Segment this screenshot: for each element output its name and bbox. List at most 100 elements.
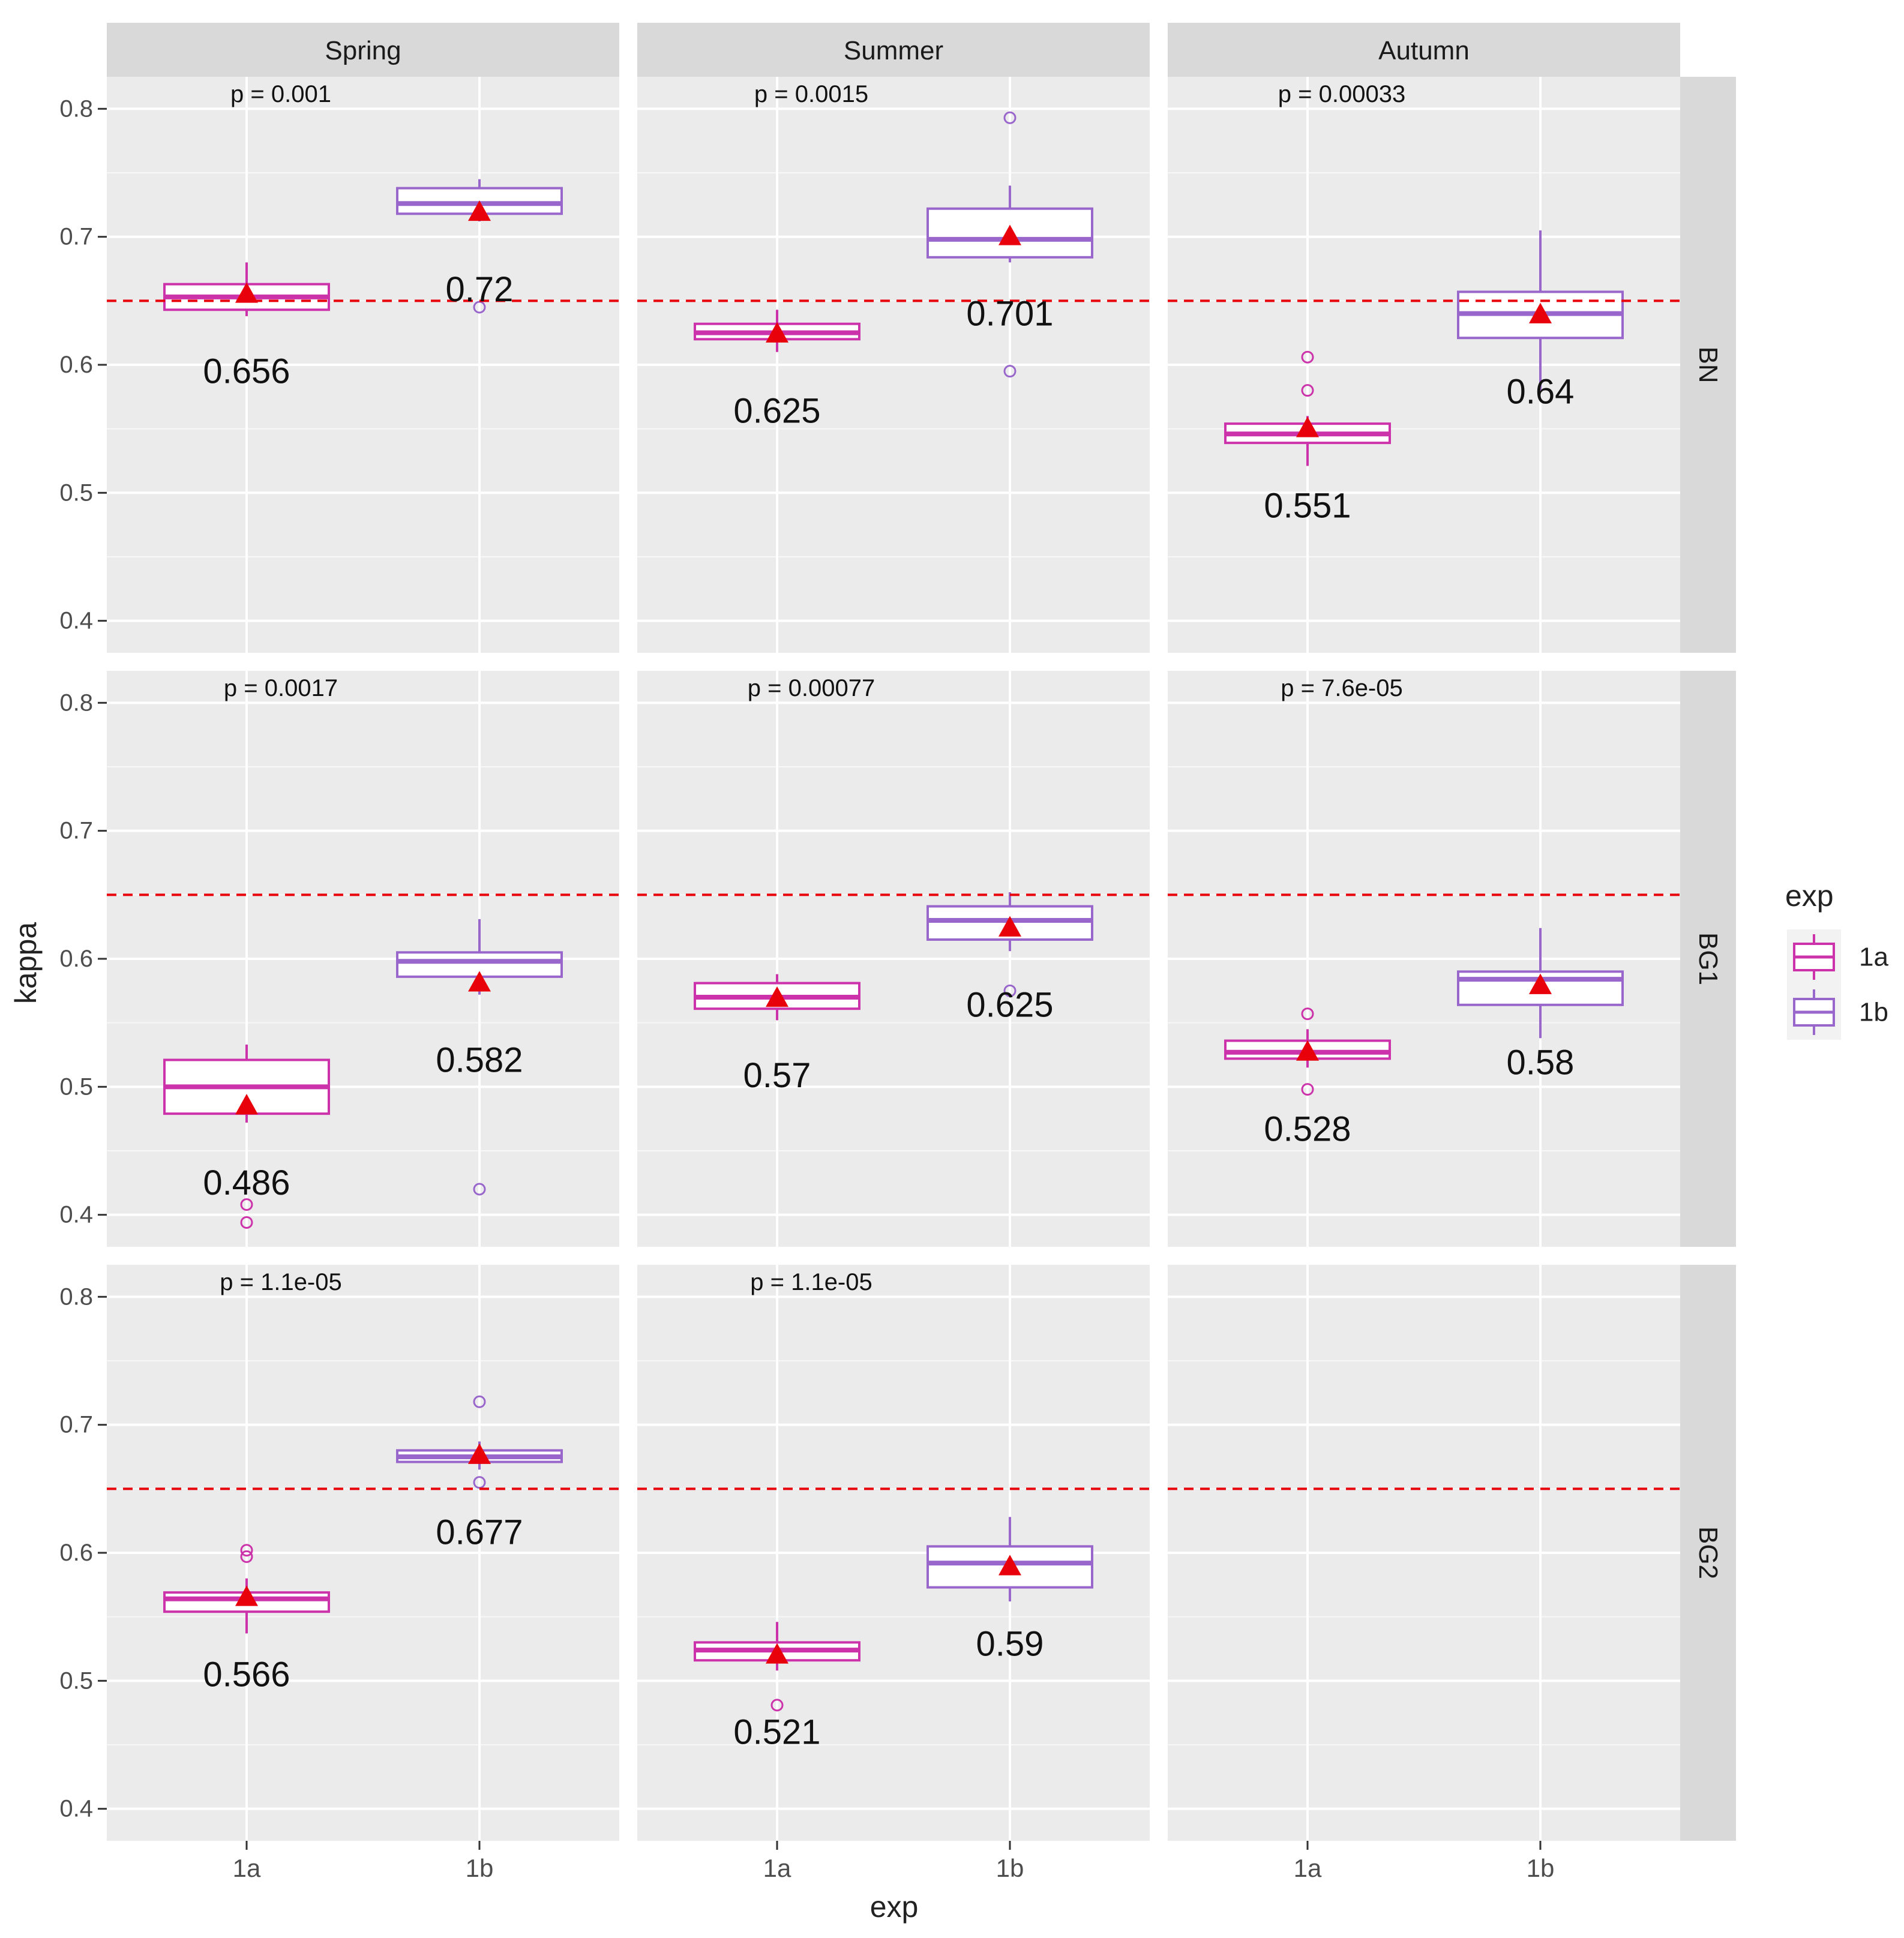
y-tick-label: 0.5 [59,1073,93,1100]
outlier-point [1301,1083,1314,1096]
outlier-point [1003,984,1017,997]
mean-marker [766,322,788,343]
column-strip-label: Autumn [1378,36,1470,65]
mean-label: 0.72 [446,270,514,309]
mean-marker [1296,416,1319,437]
outlier-point [473,1183,486,1196]
panel-bg2-summer: 0.521 0.59 p = 1.1e-05 [637,1265,1150,1841]
y-tick-label: 0.5 [59,479,93,506]
y-tick-label: 0.6 [59,946,93,972]
mean-marker [999,916,1021,937]
p-value-label: p = 0.001 [230,81,331,107]
x-tick-label: 1b [1527,1854,1555,1882]
panel-bg1-summer: 0.57 0.625 p = 0.00077 [637,671,1150,1247]
outlier-point [1301,1007,1314,1021]
panel-bn-autumn: 0.551 0.64 p = 0.00033 [1168,77,1680,653]
panel-bg1-spring: 0.486 0.582 p = 0.0017 [107,671,619,1247]
x-tick-label: 1a [1294,1854,1322,1882]
mean-label: 0.656 [203,352,290,391]
legend-item-1b: 1b [1787,985,1888,1040]
mean-marker [1529,973,1552,994]
mean-label: 0.582 [436,1040,523,1079]
y-tick-label: 0.7 [59,818,93,844]
legend-item-label: 1a [1859,943,1888,972]
mean-label: 0.528 [1264,1110,1351,1149]
mean-label: 0.486 [203,1163,290,1202]
outlier-point [1003,111,1017,124]
row-strip [1680,671,1736,1247]
outlier-point [240,1550,253,1563]
outlier-point [1003,365,1017,378]
outlier-point [1301,384,1314,397]
y-tick-label: 0.4 [59,1202,93,1228]
legend-title: exp [1785,879,1834,913]
outlier-point [1301,350,1314,364]
mean-marker [1296,1040,1319,1061]
p-value-label: p = 0.00033 [1278,81,1405,107]
y-tick-label: 0.8 [59,95,93,122]
y-tick-label: 0.6 [59,352,93,378]
mean-marker [468,971,491,992]
p-value-label: p = 1.1e-05 [220,1269,342,1295]
panel-bn-summer: 0.625 0.701 p = 0.0015 [637,77,1150,653]
row-strip-label: BG2 [1693,1526,1723,1579]
p-value-label: p = 0.0017 [224,675,338,701]
outlier-point [770,1699,784,1712]
x-tick-label: 1a [763,1854,791,1882]
column-strip-label: Summer [844,36,943,65]
mean-label: 0.625 [733,392,820,431]
mean-label: 0.521 [733,1713,820,1752]
x-tick-label: 1a [233,1854,261,1882]
column-strip-label: Spring [325,36,401,65]
mean-marker [766,1643,788,1664]
mean-marker [766,986,788,1007]
mean-marker [999,1555,1021,1576]
mean-label: 0.58 [1507,1043,1575,1082]
x-axis-title: exp [870,1890,919,1924]
mean-label: 0.57 [743,1056,811,1095]
mean-marker [468,1443,491,1464]
panel-bg2-spring: 0.566 0.677 p = 1.1e-05 [107,1265,619,1841]
y-tick-label: 0.4 [59,1796,93,1822]
p-value-label: p = 0.00077 [748,675,875,701]
x-tick-label: 1b [466,1854,494,1882]
y-tick-label: 0.8 [59,1283,93,1310]
mean-label: 0.59 [976,1624,1044,1663]
y-tick-label: 0.6 [59,1540,93,1566]
column-strip [107,23,619,77]
mean-marker [235,1094,258,1115]
mean-marker [468,200,491,221]
outlier-point [240,1544,253,1557]
panel-bn-spring: 0.656 0.72 p = 0.001 [107,77,619,653]
legend-item-1a: 1a [1787,929,1888,985]
row-strip-label: BG1 [1693,932,1723,985]
mean-label: 0.64 [1507,373,1575,412]
column-strip [1168,23,1680,77]
outlier-point [240,1198,253,1211]
mean-label: 0.701 [966,295,1053,334]
mean-marker [999,224,1021,245]
row-strip [1680,77,1736,653]
row-strip-label: BN [1693,346,1723,383]
panel-bg2-autumn [1168,1265,1680,1841]
mean-label: 0.625 [966,986,1053,1025]
y-tick-label: 0.5 [59,1667,93,1694]
outlier-point [240,1216,253,1229]
mean-label: 0.677 [436,1513,523,1552]
mean-marker [235,282,258,303]
mean-marker [235,1585,258,1606]
legend-item-label: 1b [1859,998,1888,1027]
column-strip [637,23,1150,77]
panels-layer: Spring Summer Autumn BN BG1 BG2 0.656 0.72 p = 0… [107,23,1736,1841]
y-tick-label: 0.7 [59,224,93,250]
p-value-label: p = 7.6e-05 [1281,675,1403,701]
p-value-label: p = 1.1e-05 [750,1269,872,1295]
y-tick-label: 0.7 [59,1412,93,1438]
y-axis-title: kappa [9,922,43,1004]
y-tick-label: 0.4 [59,608,93,634]
axes-layer: 0.4 0.5 0.6 0.7 0.8 0.4 0.5 0.6 0.7 0.8 0.4 0.5 0.6 0… [59,95,1554,1882]
mean-marker [1529,302,1552,323]
x-tick-label: 1b [996,1854,1024,1882]
p-value-label: p = 0.0015 [754,81,868,107]
